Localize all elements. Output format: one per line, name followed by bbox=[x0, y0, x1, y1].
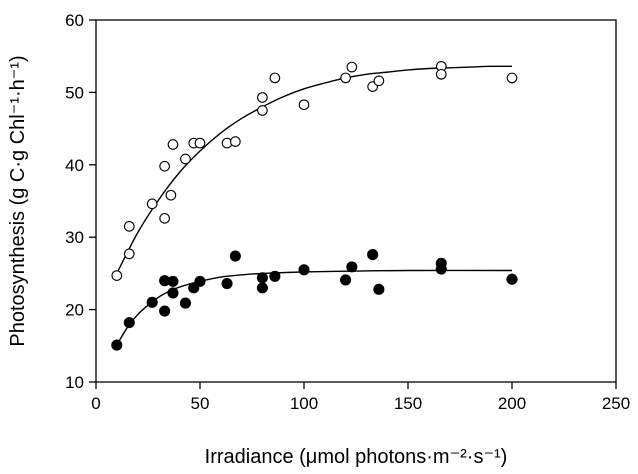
open-data-point bbox=[180, 153, 191, 165]
filled-data-point bbox=[221, 277, 233, 290]
y-axis: 10 20 30 40 50 60 bbox=[65, 11, 96, 392]
y-tick-label: 30 bbox=[65, 228, 84, 247]
y-axis-title: Photosynthesis (g C·g Chl⁻¹·h⁻¹) bbox=[7, 55, 29, 346]
open-data-point bbox=[435, 68, 447, 80]
filled-data-point bbox=[256, 272, 268, 284]
y-tick-label: 20 bbox=[65, 301, 84, 320]
open-data-point bbox=[159, 213, 170, 224]
open-data-point bbox=[269, 72, 281, 84]
x-tick-label: 0 bbox=[91, 394, 100, 413]
plot-frame bbox=[95, 19, 617, 383]
open-data-point bbox=[298, 99, 310, 111]
filled-data-point bbox=[194, 275, 206, 287]
open-data-point bbox=[123, 220, 135, 232]
fit-curve-series-1 bbox=[116, 65, 513, 274]
open-data-point bbox=[159, 160, 170, 172]
filled-data-point bbox=[269, 270, 281, 282]
data-points bbox=[111, 60, 518, 351]
y-tick-label: 10 bbox=[65, 373, 84, 392]
filled-data-point bbox=[123, 317, 135, 329]
fit-curves bbox=[116, 65, 513, 346]
filled-data-point bbox=[256, 282, 268, 294]
open-data-point bbox=[146, 198, 158, 210]
filled-data-point bbox=[167, 287, 179, 299]
filled-data-point bbox=[340, 274, 352, 286]
filled-data-point bbox=[179, 297, 191, 309]
filled-data-point bbox=[506, 273, 518, 285]
filled-data-point bbox=[373, 283, 385, 295]
open-data-point bbox=[340, 72, 351, 84]
open-data-point bbox=[167, 139, 179, 150]
y-tick-label: 60 bbox=[65, 11, 84, 30]
x-tick-label: 150 bbox=[394, 394, 422, 413]
open-data-point bbox=[165, 189, 177, 201]
open-data-point bbox=[346, 61, 358, 73]
filled-data-point bbox=[111, 339, 123, 351]
x-tick-label: 100 bbox=[290, 394, 318, 413]
x-axis-title: Irradiance (μmol photons·m⁻²·s⁻¹) bbox=[205, 446, 508, 468]
y-tick-label: 40 bbox=[65, 156, 84, 175]
x-axis: 0 50 100 150 200 250 bbox=[91, 382, 630, 413]
y-tick-label: 50 bbox=[65, 83, 84, 102]
filled-data-point bbox=[435, 263, 447, 275]
open-data-point bbox=[257, 105, 268, 116]
open-data-point bbox=[123, 248, 135, 260]
open-data-point bbox=[257, 92, 268, 103]
filled-data-point bbox=[229, 250, 241, 262]
open-data-point bbox=[194, 137, 206, 149]
open-data-point bbox=[373, 75, 385, 87]
x-tick-label: 200 bbox=[498, 394, 526, 413]
x-tick-label: 50 bbox=[191, 394, 210, 413]
filled-data-point bbox=[159, 305, 171, 317]
open-data-point bbox=[230, 136, 241, 147]
filled-data-point bbox=[346, 261, 358, 273]
filled-data-point bbox=[367, 249, 379, 261]
filled-data-point bbox=[167, 275, 179, 287]
open-data-point bbox=[111, 270, 123, 281]
plot-area bbox=[95, 19, 617, 383]
filled-data-point bbox=[298, 264, 310, 276]
filled-data-point bbox=[146, 296, 158, 308]
x-tick-label: 250 bbox=[602, 394, 630, 413]
open-data-point bbox=[506, 72, 518, 84]
